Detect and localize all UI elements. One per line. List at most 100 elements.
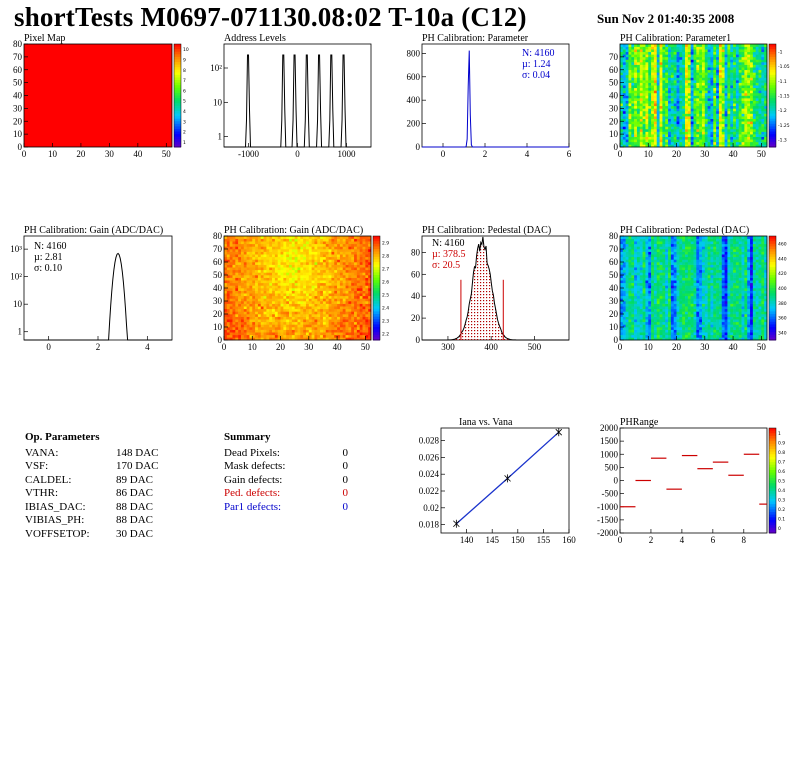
phparam1-cell (747, 131, 751, 135)
phparam1-cell (687, 128, 691, 132)
phparam1-cell (634, 85, 638, 89)
gainmap-cell (238, 298, 242, 302)
gainmap-cell (308, 295, 312, 299)
gainmap-cell (339, 254, 344, 258)
phparam1-cell (716, 108, 720, 112)
phparam1-cell (676, 54, 680, 58)
gainmap-cell (337, 329, 341, 333)
phparam1-cell (642, 144, 646, 148)
phparam1-cell (687, 118, 691, 122)
gainmap-cell (291, 254, 295, 258)
phparam1-cell (676, 85, 680, 89)
gainmap-cell (283, 277, 287, 281)
phparam1-cell (639, 92, 643, 96)
gainmap-cell (240, 256, 245, 260)
phparam1-palette-cell (769, 74, 776, 78)
phparam1-cell (628, 103, 632, 107)
gainmap-cell (243, 285, 247, 289)
phparam1-cell (642, 121, 646, 125)
phparam1-cell (704, 56, 708, 60)
pedmap-cell (620, 243, 624, 247)
phparam1-cell (758, 134, 762, 137)
pedmap-cell (631, 249, 635, 252)
phparam1-cell (713, 144, 717, 148)
phparam1-cell (733, 136, 737, 140)
pedmap-cell (625, 301, 629, 304)
phparam1-cell (668, 90, 672, 94)
phparam1-cell (625, 44, 629, 47)
gainmap-cell (331, 277, 335, 281)
phparam1-cell (668, 126, 672, 130)
gainmap-cell (348, 319, 352, 323)
phparam1-cell (730, 44, 734, 47)
gainmap-cell (272, 272, 276, 276)
gainmap-cell (263, 316, 267, 320)
pedmap-cell (645, 282, 649, 286)
gainmap-cell (368, 277, 372, 281)
gainmap-cell (289, 272, 293, 276)
gainmap-cell (274, 288, 279, 291)
pedmap-cell (656, 293, 660, 297)
gainmap-cell (345, 288, 349, 291)
gainmap-cell (339, 316, 344, 320)
phparam1-cell (716, 67, 720, 71)
gainmap-cell (277, 306, 281, 310)
phparam1-cell (727, 118, 731, 122)
gainmap-cell (260, 259, 264, 263)
pedmap-cell (620, 329, 624, 333)
gainmap-cell (260, 298, 264, 302)
pedmap-cell (659, 314, 663, 317)
gainmap-cell (337, 264, 341, 268)
pedmap-cell (628, 280, 632, 284)
gainmap-cell (342, 303, 346, 307)
phparam1-cell (727, 54, 731, 58)
gainmap-cell (365, 301, 369, 304)
phparam1-cell (755, 64, 759, 68)
phparam1-cell (724, 95, 728, 99)
pedmap-cell (639, 316, 643, 320)
pedmap-cell (634, 238, 638, 242)
pedmap-cell (653, 259, 658, 263)
phparam1-cell (738, 110, 742, 114)
phparam1-cell (747, 103, 751, 107)
gainmap-cell (224, 236, 228, 239)
gainmap-cell (328, 272, 332, 276)
gainmap-cell (249, 241, 253, 245)
pedmap-cell (645, 306, 649, 310)
phparam1-cell (755, 123, 759, 127)
phparam1-cell (634, 136, 638, 140)
phparam1-cell (665, 105, 669, 109)
gainmap-cell (246, 329, 250, 333)
gainmap-cell (266, 251, 270, 255)
gainmap-cell (289, 267, 293, 271)
phparam1-cell (735, 131, 740, 135)
gainmap-cell (240, 285, 245, 289)
gainmap-cell (280, 314, 284, 317)
phparam1-cell (645, 103, 649, 107)
gainmap-cell (305, 259, 310, 263)
pixelmap-palette-cell (174, 59, 181, 63)
phparam1-cell (634, 49, 638, 53)
gainmap-cell (331, 249, 335, 252)
phparam1-cell (764, 134, 768, 137)
phparam1-cell (721, 139, 725, 143)
phparam1-cell (659, 131, 663, 135)
pedmap-cell (651, 241, 655, 245)
phparam1-cell (668, 103, 672, 107)
gainmap-cell (252, 262, 256, 265)
phparam1-cell (685, 128, 689, 132)
gainmap-cell (314, 298, 318, 302)
gainmap-cell (257, 311, 262, 315)
gainmap-cell (243, 246, 247, 250)
gainmap-cell (229, 256, 233, 260)
gainmap-cell (328, 306, 332, 310)
phparam1-cell (648, 44, 652, 47)
gainmap-cell (291, 285, 295, 289)
phparam1-cell (648, 51, 652, 55)
pedmap-cell (651, 301, 655, 304)
gainmap-cell (235, 327, 239, 330)
pedmap-cell (645, 324, 649, 328)
phparam1-cell (687, 113, 691, 117)
phparam1-cell (639, 108, 643, 112)
phparam1-palette-label: -1.2 (778, 108, 787, 114)
